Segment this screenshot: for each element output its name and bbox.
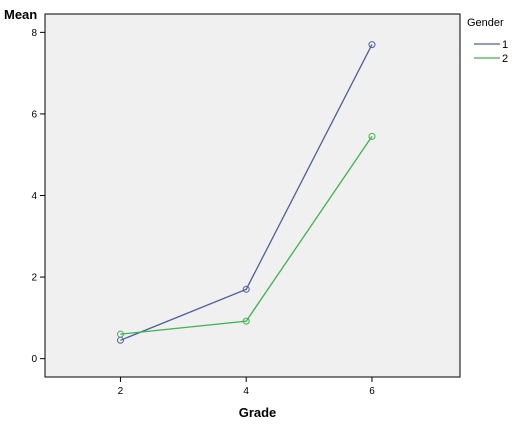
y-axis-title: Mean	[4, 7, 37, 22]
legend: Gender 1 2	[467, 17, 508, 65]
y-tick-label: 2	[31, 273, 37, 284]
x-tick-label: 6	[369, 386, 375, 397]
series-line-2	[120, 135, 373, 335]
data-point-series-2	[368, 132, 376, 140]
x-axis: 2 4 6	[118, 377, 375, 397]
data-point-series-2	[116, 330, 124, 338]
legend-label-2: 2	[502, 53, 508, 65]
y-tick-label: 6	[31, 109, 37, 120]
x-tick-label: 4	[243, 386, 249, 397]
data-point-series-2	[242, 317, 250, 325]
plot-area	[44, 13, 461, 378]
data-point-series-1	[368, 41, 376, 49]
series-line-1	[120, 44, 373, 341]
legend-label-1: 1	[502, 39, 508, 51]
y-tick-label: 8	[31, 28, 37, 39]
y-axis: 0 2 4 6 8	[31, 28, 45, 365]
data-point-series-1	[242, 285, 250, 293]
x-tick-label: 2	[118, 386, 124, 397]
legend-title: Gender	[467, 17, 504, 29]
x-axis-title: Grade	[239, 405, 277, 420]
y-tick-label: 4	[31, 191, 37, 202]
series-layer	[116, 41, 376, 344]
y-tick-label: 0	[31, 354, 37, 365]
